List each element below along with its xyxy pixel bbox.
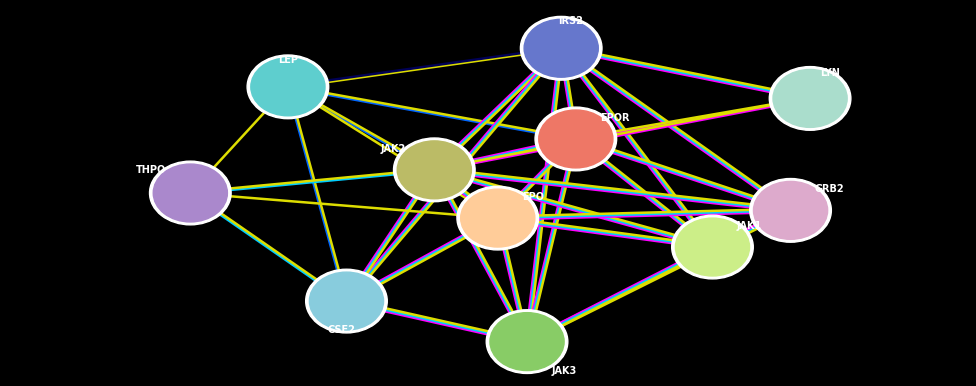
Text: CSF2: CSF2 <box>328 325 355 335</box>
Ellipse shape <box>486 310 568 374</box>
Ellipse shape <box>769 66 851 130</box>
Ellipse shape <box>247 55 329 119</box>
Ellipse shape <box>393 138 475 201</box>
Text: GRB2: GRB2 <box>815 184 844 194</box>
Ellipse shape <box>773 69 847 127</box>
Ellipse shape <box>675 218 750 276</box>
Text: LYN: LYN <box>820 68 839 78</box>
Ellipse shape <box>539 110 613 168</box>
Text: THPO: THPO <box>136 165 166 175</box>
Ellipse shape <box>750 178 832 242</box>
Text: IRS2: IRS2 <box>558 16 584 26</box>
Ellipse shape <box>524 19 598 77</box>
Ellipse shape <box>753 181 828 239</box>
Ellipse shape <box>457 186 539 250</box>
Text: EPOR: EPOR <box>600 113 630 123</box>
Ellipse shape <box>671 215 753 279</box>
Text: EPO: EPO <box>522 192 545 202</box>
Ellipse shape <box>397 141 471 199</box>
Ellipse shape <box>520 16 602 80</box>
Ellipse shape <box>490 313 564 371</box>
Ellipse shape <box>535 107 617 171</box>
Ellipse shape <box>149 161 231 225</box>
Ellipse shape <box>461 189 535 247</box>
Ellipse shape <box>251 58 325 116</box>
Text: JAK2: JAK2 <box>381 144 406 154</box>
Ellipse shape <box>153 164 227 222</box>
Text: JAK1: JAK1 <box>737 221 762 231</box>
Text: LEP: LEP <box>278 55 298 65</box>
Ellipse shape <box>309 272 384 330</box>
Ellipse shape <box>305 269 387 333</box>
Text: JAK3: JAK3 <box>551 366 577 376</box>
